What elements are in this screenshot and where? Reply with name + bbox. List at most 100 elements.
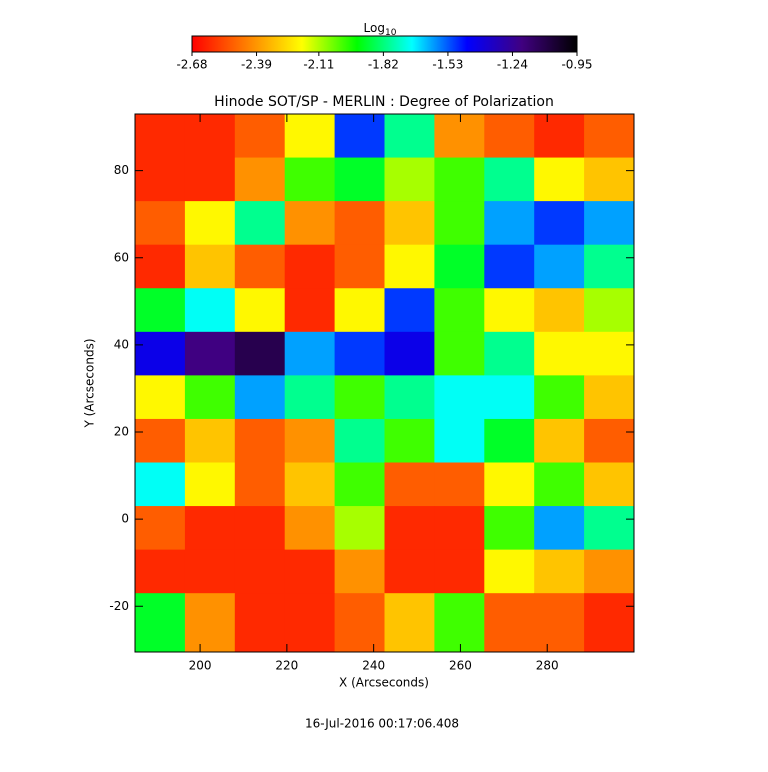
heat-cell xyxy=(484,157,535,202)
x-axis-label: X (Arcseconds) xyxy=(339,676,429,690)
heat-cell xyxy=(334,157,385,202)
heat-cell xyxy=(234,157,286,202)
heat-cell xyxy=(584,506,635,551)
heat-cell xyxy=(135,593,186,653)
heat-cell xyxy=(135,201,186,246)
heat-cell xyxy=(234,288,286,333)
heat-cell xyxy=(334,506,385,551)
heat-cell xyxy=(234,549,286,594)
heat-cell xyxy=(234,506,286,551)
heat-cell xyxy=(434,593,485,653)
heat-cell xyxy=(184,331,236,376)
x-tick-label: 280 xyxy=(536,659,559,673)
heat-cell xyxy=(135,288,186,333)
heat-cell xyxy=(484,462,535,507)
heat-cell xyxy=(334,114,385,159)
heat-cell xyxy=(135,331,186,376)
x-tick-label: 260 xyxy=(449,659,472,673)
heat-cell xyxy=(584,462,635,507)
y-tick-label: 20 xyxy=(114,425,129,439)
chart-title: Hinode SOT/SP - MERLIN : Degree of Polar… xyxy=(214,94,554,110)
heat-cell xyxy=(184,201,236,246)
heat-cell xyxy=(284,331,336,376)
heat-cell xyxy=(484,114,535,159)
heat-cell xyxy=(234,418,286,464)
heat-cell xyxy=(284,244,336,289)
heat-cell xyxy=(484,593,535,653)
heat-cell xyxy=(534,506,585,551)
heat-cell xyxy=(284,114,336,159)
heat-cell xyxy=(184,418,236,464)
heat-cell xyxy=(384,157,435,202)
heat-cell xyxy=(584,288,635,333)
heat-cell xyxy=(284,157,336,202)
heat-cell xyxy=(434,418,485,464)
colorbar-tick-label: -2.39 xyxy=(241,58,272,72)
heat-cell xyxy=(384,506,435,551)
y-tick-label: 0 xyxy=(121,512,129,526)
heat-cell xyxy=(135,244,186,289)
heat-cell xyxy=(184,462,236,507)
heat-cell xyxy=(534,462,585,507)
heat-cell xyxy=(484,244,535,289)
heat-cell xyxy=(135,114,186,159)
heat-cell xyxy=(184,114,236,159)
heat-cell xyxy=(334,462,385,507)
heat-cell xyxy=(184,375,236,420)
y-axis-label: Y (Arcseconds) xyxy=(83,338,97,428)
heat-cell xyxy=(284,418,336,464)
heat-cell xyxy=(184,288,236,333)
x-tick-label: 200 xyxy=(189,659,212,673)
heat-cell xyxy=(234,375,286,420)
heat-cell xyxy=(234,201,286,246)
heat-cell xyxy=(384,331,435,376)
heat-cell xyxy=(534,549,585,594)
heat-cell xyxy=(384,201,435,246)
heat-cell xyxy=(434,114,485,159)
heat-cell xyxy=(284,593,336,653)
heat-cell xyxy=(584,201,635,246)
heat-cell xyxy=(584,549,635,594)
heat-cell xyxy=(184,506,236,551)
heat-cell xyxy=(234,331,286,376)
colorbar xyxy=(191,35,578,53)
heat-cell xyxy=(334,244,385,289)
heat-cell xyxy=(434,506,485,551)
heat-cell xyxy=(434,375,485,420)
heat-cell xyxy=(184,549,236,594)
heat-cell xyxy=(584,114,635,159)
heat-cell xyxy=(184,244,236,289)
heat-cell xyxy=(434,549,485,594)
heat-cell xyxy=(584,157,635,202)
heat-cell xyxy=(534,331,585,376)
heat-cell xyxy=(534,157,585,202)
heat-cell xyxy=(434,201,485,246)
colorbar-tick-label: -2.11 xyxy=(303,58,334,72)
heat-cell xyxy=(334,201,385,246)
colorbar-tick-label: -2.68 xyxy=(176,58,207,72)
heat-cell xyxy=(484,506,535,551)
heat-cell xyxy=(484,549,535,594)
heat-cell xyxy=(584,418,635,464)
heat-cell xyxy=(484,375,535,420)
y-tick-label: 60 xyxy=(114,250,129,264)
x-tick-label: 220 xyxy=(275,659,298,673)
heat-cell xyxy=(384,462,435,507)
heat-cell xyxy=(384,593,435,653)
heat-cell xyxy=(135,418,186,464)
heat-cell xyxy=(584,331,635,376)
heat-cell xyxy=(284,506,336,551)
colorbar-tick-label: -0.95 xyxy=(561,58,592,72)
y-tick-label: 80 xyxy=(114,163,129,177)
heat-cell xyxy=(334,375,385,420)
heat-cell xyxy=(434,157,485,202)
heat-cell xyxy=(284,462,336,507)
heat-cell xyxy=(234,462,286,507)
heat-cell xyxy=(484,331,535,376)
colorbar-tick-label: -1.24 xyxy=(497,58,528,72)
heat-cell xyxy=(284,201,336,246)
heat-cell xyxy=(584,593,635,653)
heat-cell xyxy=(184,157,236,202)
colorbar-label-sub: 10 xyxy=(385,28,397,38)
